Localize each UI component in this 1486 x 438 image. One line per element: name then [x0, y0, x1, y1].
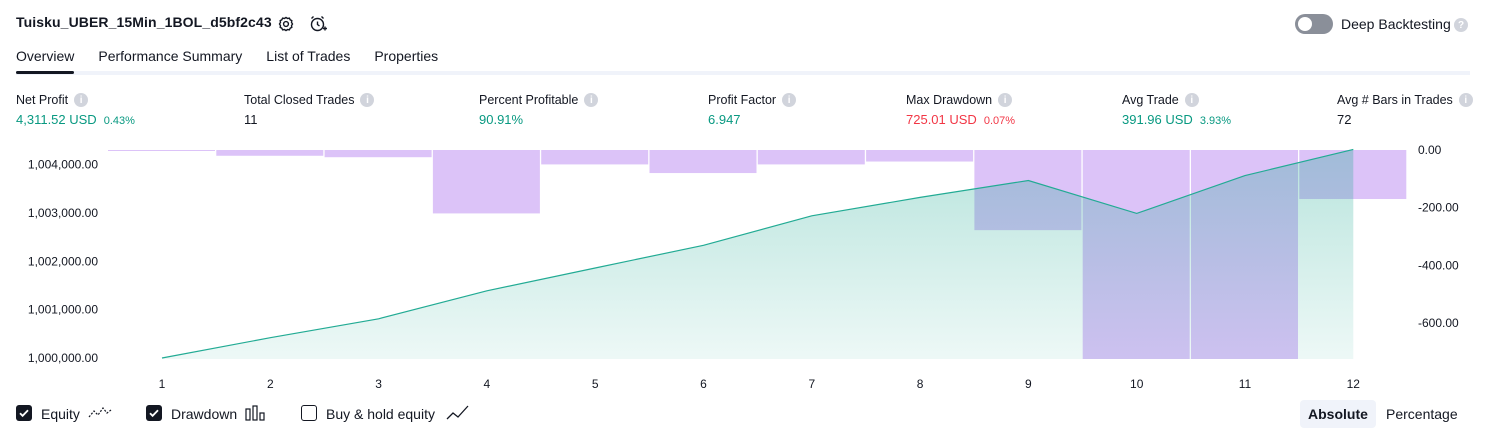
x-tick-label: 2: [267, 377, 274, 391]
buy-hold-line-icon: [446, 405, 469, 420]
metric-value: 6.947: [708, 112, 741, 127]
drawdown-bar: [541, 150, 649, 165]
buy-hold-legend-label[interactable]: Buy & hold equity: [326, 406, 435, 422]
equity-legend-label[interactable]: Equity: [41, 406, 80, 422]
metric-value: 391.96 USD: [1122, 112, 1193, 127]
y-right-tick-label: -400.00: [1418, 258, 1459, 272]
drawdown-bar: [108, 150, 215, 151]
metric-max-drawdown: Max Drawdown i 725.01 USD 0.07%: [906, 93, 1015, 127]
y-left-tick-label: 1,002,000.00: [28, 254, 98, 268]
drawdown-legend-label[interactable]: Drawdown: [171, 406, 238, 422]
metric-label: Avg Trade: [1122, 93, 1179, 107]
metric-value: 725.01 USD: [906, 112, 977, 127]
percentage-toggle-button[interactable]: Percentage: [1386, 406, 1458, 422]
drawdown-bar: [866, 150, 974, 162]
info-icon[interactable]: i: [360, 93, 375, 107]
drawdown-bars-icon: [245, 405, 265, 421]
equity-drawdown-chart: 1 2 3 4 5 6 7 8 9 10 11 12 1,000,000.001,001,000.00…: [28, 143, 1459, 391]
equity-line-icon: [88, 407, 112, 418]
x-tick-label: 8: [917, 377, 924, 391]
metric-avg-trade: Avg Trade i 391.96 USD 3.93%: [1122, 93, 1231, 127]
toggle-knob: [1298, 17, 1312, 31]
tabs-divider: [16, 71, 1470, 75]
info-icon[interactable]: i: [782, 93, 797, 107]
tab-bar: Overview Performance Summary List of Tra…: [16, 48, 462, 74]
info-icon[interactable]: i: [584, 93, 599, 107]
equity-area: [162, 149, 1354, 359]
x-tick-label: 10: [1130, 377, 1144, 391]
drawdown-bar: [216, 150, 324, 156]
y-left-tick-label: 1,000,000.00: [28, 351, 98, 365]
x-tick-label: 1: [159, 377, 166, 391]
x-tick-label: 7: [808, 377, 815, 391]
tab-properties[interactable]: Properties: [374, 48, 439, 64]
y-right-tick-label: 0.00: [1418, 143, 1442, 157]
x-tick-label: 6: [700, 377, 707, 391]
info-icon[interactable]: i: [998, 93, 1013, 107]
drawdown-bar: [757, 150, 865, 165]
x-tick-label: 3: [375, 377, 382, 391]
y-right-tick-label: -200.00: [1418, 201, 1459, 215]
metric-avg-bars: Avg # Bars in Trades i 72: [1337, 93, 1473, 127]
metric-percent: 0.07%: [983, 115, 1016, 127]
deep-backtesting-label: Deep Backtesting: [1341, 16, 1451, 32]
tab-performance-summary[interactable]: Performance Summary: [98, 48, 243, 64]
metric-percent: 0.43%: [103, 115, 135, 127]
drawdown-checkbox[interactable]: [146, 405, 162, 421]
x-tick-label: 9: [1025, 377, 1032, 391]
metric-total-closed-trades: Total Closed Trades i 11: [244, 93, 375, 127]
x-tick-label: 11: [1239, 377, 1252, 391]
metric-label: Avg # Bars in Trades: [1337, 93, 1453, 107]
tab-overview[interactable]: Overview: [16, 48, 75, 74]
metric-value: 72: [1337, 112, 1352, 127]
metric-percent-profitable: Percent Profitable i 90.91%: [479, 93, 599, 127]
metric-value: 11: [244, 112, 258, 127]
y-left-tick-label: 1,004,000.00: [28, 158, 98, 172]
metric-percent: 3.93%: [1199, 115, 1232, 127]
y-left-tick-label: 1,001,000.00: [28, 303, 98, 317]
metric-value: 90.91%: [479, 112, 524, 127]
x-tick-label: 5: [592, 377, 599, 391]
y-left-tick-label: 1,003,000.00: [28, 206, 98, 220]
info-icon[interactable]: i: [1184, 93, 1199, 107]
x-tick-label: 12: [1347, 377, 1361, 391]
metric-label: Percent Profitable: [479, 93, 579, 107]
settings-gear-icon[interactable]: [276, 14, 296, 34]
buy-hold-checkbox[interactable]: [301, 405, 317, 421]
absolute-toggle-button[interactable]: Absolute: [1300, 400, 1376, 428]
equity-line: [161, 148, 1354, 359]
metric-label: Max Drawdown: [906, 93, 993, 107]
deep-backtesting-toggle[interactable]: [1295, 14, 1333, 34]
deep-backtesting-help-icon[interactable]: ?: [1454, 18, 1468, 32]
metric-label: Profit Factor: [708, 93, 777, 107]
drawdown-bar: [324, 150, 432, 158]
x-tick-label: 4: [484, 377, 491, 391]
metric-label: Net Profit: [16, 93, 69, 107]
metric-profit-factor: Profit Factor i 6.947: [708, 93, 797, 127]
strategy-title: Tuisku_UBER_15Min_1BOL_d5bf2c43: [16, 14, 272, 30]
info-icon[interactable]: i: [1458, 93, 1473, 107]
drawdown-bar: [649, 150, 757, 174]
add-alert-clock-icon[interactable]: [308, 14, 328, 34]
metric-value: 4,311.52 USD: [16, 112, 97, 127]
metric-label: Total Closed Trades: [244, 93, 355, 107]
tab-list-of-trades[interactable]: List of Trades: [266, 48, 351, 64]
info-icon[interactable]: i: [74, 93, 89, 107]
y-right-tick-label: -600.00: [1418, 316, 1459, 330]
drawdown-bar: [432, 150, 540, 214]
equity-checkbox[interactable]: [16, 405, 32, 421]
metric-net-profit: Net Profit i 4,311.52 USD 0.43%: [16, 93, 135, 127]
